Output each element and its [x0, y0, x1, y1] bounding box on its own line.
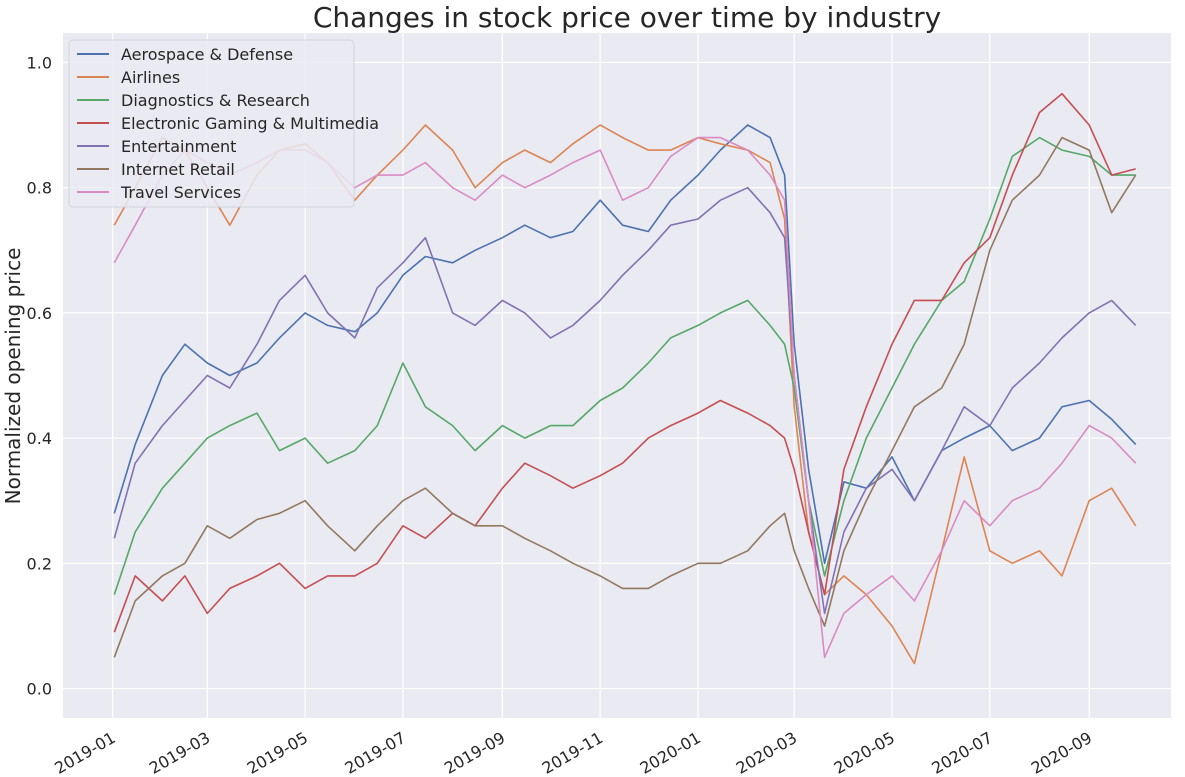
x-tick-label: 2020-05	[831, 728, 898, 777]
x-tick-labels: 2019-01 2019-03 2019-05 2019-07 2019-09 2019-…	[51, 728, 1095, 777]
y-tick-label: 0.0	[27, 680, 52, 699]
legend-label: Entertainment	[121, 137, 236, 156]
legend-label: Electronic Gaming & Multimedia	[121, 114, 379, 133]
x-tick-label: 2020-03	[733, 728, 800, 777]
x-tick-label: 2019-07	[342, 728, 409, 777]
x-tick-label: 2019-09	[441, 728, 508, 777]
legend-box	[68, 39, 355, 208]
x-tick-label: 2020-09	[1028, 728, 1095, 777]
x-tick-label: 2019-11	[539, 728, 606, 777]
x-tick-label: 2019-03	[146, 728, 213, 777]
y-tick-label: 0.2	[27, 554, 52, 573]
y-axis-label: Normalized opening price	[1, 248, 25, 505]
legend-label: Travel Services	[120, 183, 241, 202]
series-line	[113, 92, 1136, 633]
legend-label: Aerospace & Defense	[121, 45, 293, 64]
y-tick-label: 0.8	[27, 179, 52, 198]
series-line	[113, 186, 1137, 615]
y-tick-label: 1.0	[27, 53, 52, 72]
x-tick-label: 2020-01	[637, 728, 704, 777]
legend-label: Diagnostics & Research	[121, 91, 310, 110]
y-tick-label: 0.6	[27, 304, 52, 323]
legend: Aerospace & Defense Airlines Diagnostics &…	[68, 39, 379, 208]
y-tick-label: 0.4	[27, 429, 52, 448]
legend-label: Internet Retail	[121, 160, 235, 179]
x-tick-label: 2019-05	[244, 728, 311, 777]
chart-title: Changes in stock price over time by indu…	[313, 1, 941, 34]
y-tick-labels: 0.0 0.2 0.4 0.6 0.8 1.0	[27, 53, 52, 698]
x-tick-label: 2019-01	[51, 728, 118, 777]
series-line	[113, 124, 1137, 565]
series-line	[113, 136, 1137, 658]
series-line	[113, 136, 1136, 595]
x-tick-label: 2020-07	[928, 728, 995, 777]
legend-label: Airlines	[121, 68, 180, 87]
